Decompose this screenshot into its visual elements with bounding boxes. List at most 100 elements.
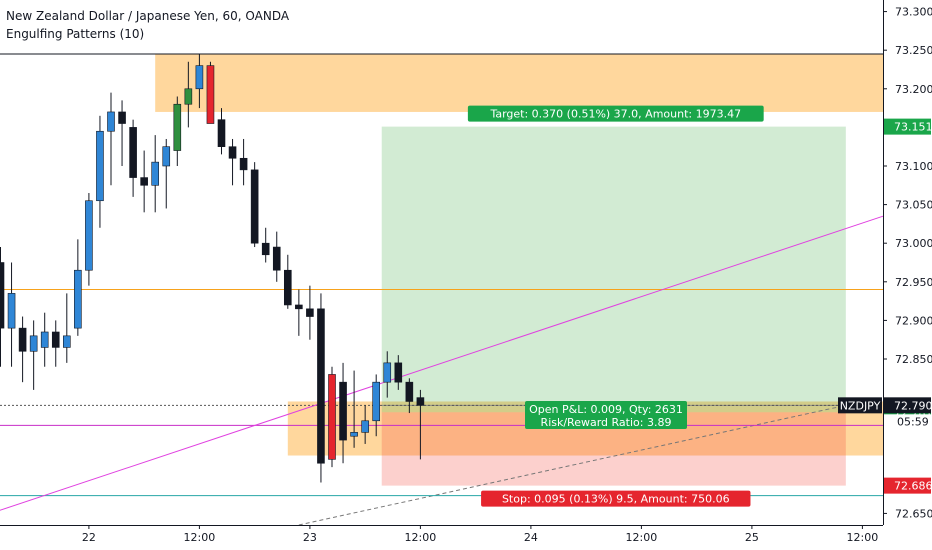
x-tick-label: 12:00: [184, 531, 216, 544]
candle-body: [228, 146, 237, 159]
candle[interactable]: [250, 162, 259, 248]
y-tick-label: 73.050: [895, 199, 932, 212]
supply-zone[interactable]: [155, 54, 883, 112]
candle[interactable]: [29, 320, 38, 390]
countdown-text: 05:59: [897, 415, 929, 428]
x-tick-label: 12:00: [405, 531, 437, 544]
candle-body: [372, 381, 381, 422]
candle-body: [239, 157, 248, 171]
symbol-tag-text: NZDJPY: [840, 399, 881, 412]
y-tick-label: 72.850: [895, 353, 932, 366]
indicator-label[interactable]: Engulfing Patterns (10): [6, 27, 145, 41]
symbol-tag[interactable]: NZDJPY: [838, 397, 882, 414]
candle[interactable]: [283, 254, 292, 309]
candle[interactable]: [107, 92, 115, 186]
candle[interactable]: [18, 316, 27, 383]
candle[interactable]: [416, 389, 425, 460]
candle-body: [317, 308, 325, 464]
stop-label-text: Stop: 0.095 (0.13%) 9.5, Amount: 750.06: [502, 493, 730, 506]
candle-body: [217, 119, 226, 147]
y-tick-label: 73.200: [895, 83, 932, 96]
candle[interactable]: [261, 227, 270, 263]
candle-body: [350, 432, 358, 437]
candle[interactable]: [372, 374, 381, 437]
candle[interactable]: [272, 231, 281, 282]
candle-body: [416, 397, 425, 406]
trend-line[interactable]: [0, 215, 884, 521]
candle[interactable]: [184, 61, 193, 128]
candle-body: [29, 335, 38, 352]
y-tick-label: 73.100: [895, 160, 932, 173]
candle-body: [118, 111, 126, 124]
candle[interactable]: [295, 289, 303, 336]
price-label-bg: [884, 118, 931, 135]
candle[interactable]: [239, 138, 248, 186]
price-label: 73.151: [884, 118, 932, 135]
candle[interactable]: [140, 150, 148, 213]
candle-body: [173, 103, 182, 151]
x-tick-label: 12:00: [626, 531, 658, 544]
candle-body: [151, 161, 159, 186]
candle[interactable]: [361, 405, 369, 444]
price-label-text: 72.686: [894, 480, 932, 493]
candle-body: [74, 269, 82, 329]
candle-body: [40, 331, 49, 348]
candle[interactable]: [339, 362, 347, 464]
candle-body: [206, 65, 215, 124]
candle[interactable]: [0, 247, 5, 367]
candle[interactable]: [151, 135, 159, 213]
candle-body: [283, 269, 292, 306]
candle-body: [394, 362, 403, 383]
candle[interactable]: [195, 54, 204, 109]
risk-reward-text: Risk/Reward Ratio: 3.89: [541, 416, 672, 429]
y-tick-label: 73.250: [895, 44, 932, 57]
candle[interactable]: [405, 378, 414, 414]
candle[interactable]: [306, 285, 314, 340]
target-area[interactable]: [381, 126, 846, 413]
stop-label[interactable]: Stop: 0.095 (0.13%) 9.5, Amount: 750.06: [481, 490, 751, 507]
candle-body: [184, 88, 193, 105]
candle[interactable]: [96, 115, 104, 228]
candle-body: [361, 420, 369, 433]
candle[interactable]: [328, 366, 336, 468]
candle-body: [261, 242, 270, 256]
candle-body: [62, 335, 71, 348]
candle[interactable]: [74, 239, 82, 336]
candle[interactable]: [350, 370, 358, 448]
price-label-text: 73.151: [894, 121, 932, 134]
target-label-text: Target: 0.370 (0.51%) 37.0, Amount: 1973…: [489, 108, 741, 121]
target-label[interactable]: Target: 0.370 (0.51%) 37.0, Amount: 1973…: [467, 105, 764, 122]
y-tick-label: 72.650: [895, 507, 932, 520]
candle[interactable]: [62, 293, 71, 363]
candle[interactable]: [51, 320, 60, 367]
candle[interactable]: [394, 355, 403, 390]
x-tick-label: 24: [524, 531, 538, 544]
candle[interactable]: [7, 262, 16, 367]
y-tick-label: 72.900: [895, 314, 932, 327]
candle[interactable]: [317, 293, 325, 483]
pnl-label-bg: [525, 401, 687, 429]
candle[interactable]: [85, 193, 93, 286]
candles-layer: [0, 54, 425, 483]
candle[interactable]: [383, 351, 392, 398]
candle[interactable]: [162, 138, 171, 209]
time-axis[interactable]: [0, 525, 883, 550]
candle[interactable]: [217, 108, 226, 155]
countdown-label: 05:59: [884, 414, 931, 430]
candle-body: [162, 146, 171, 167]
candle-body: [51, 331, 60, 348]
candle[interactable]: [228, 138, 237, 186]
x-tick-label: 12:00: [847, 531, 879, 544]
candle-body: [18, 327, 27, 352]
candle[interactable]: [118, 100, 126, 166]
candle-body: [107, 111, 115, 132]
candle[interactable]: [206, 61, 215, 124]
price-axis[interactable]: [883, 0, 932, 550]
candle[interactable]: [40, 312, 49, 367]
candle-body: [129, 127, 137, 178]
candle[interactable]: [173, 96, 182, 166]
candle[interactable]: [129, 119, 137, 197]
